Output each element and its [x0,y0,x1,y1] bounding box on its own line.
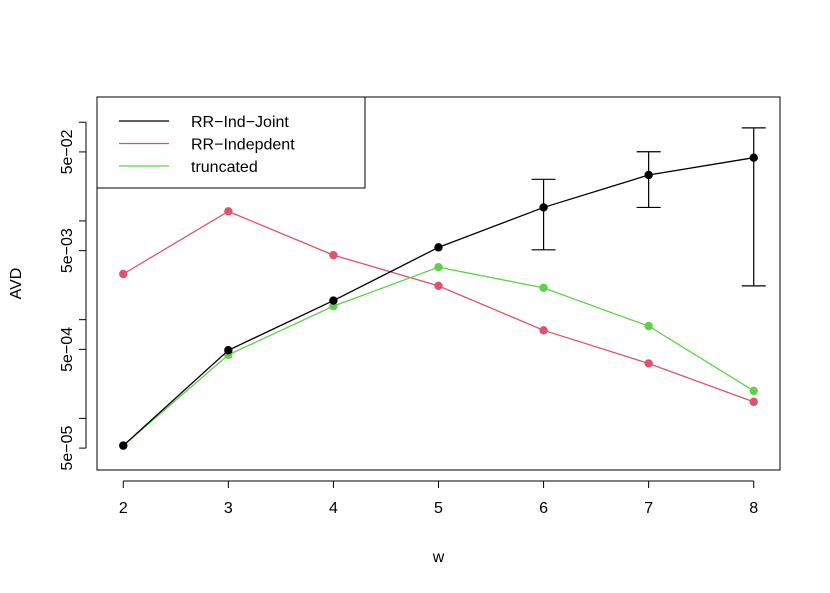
legend-label: RR−Indepdent [191,137,295,154]
y-tick-label: 5e−05 [59,426,76,471]
data-point [539,326,548,335]
data-point [434,281,443,291]
data-point [539,283,548,293]
data-point [224,346,233,355]
legend-label: RR−Ind−Joint [191,114,289,131]
data-point [224,207,233,216]
data-point [644,170,653,180]
data-point [749,397,758,407]
plot-frame [96,96,781,471]
x-axis: 2 3 4 5 6 7 8 [119,480,758,517]
data-point [644,321,653,331]
data-point [434,243,443,252]
data-point [434,262,443,272]
data-point [749,386,758,396]
data-point [119,269,128,279]
data-point [644,359,653,368]
legend-label: truncated [191,159,258,176]
x-tick-label: 4 [329,500,338,517]
series-0 [119,127,766,450]
x-axis-title: w [432,549,445,566]
legend: RR−Ind−Joint RR−Indepdent truncated [96,96,366,189]
x-tick-label: 2 [119,500,128,517]
y-axis: 5e−05 5e−04 5e−03 5e−02 [59,121,87,471]
data-point [119,441,128,450]
y-axis-title: AVD [8,268,25,300]
y-tick-label: 5e−03 [59,228,76,273]
series-1 [119,207,758,407]
data-point [329,296,338,305]
data-point [329,250,338,260]
x-tick-label: 8 [749,500,758,517]
y-tick-label: 5e−02 [59,129,76,174]
data-point [539,203,548,212]
y-tick-label: 5e−04 [59,327,76,372]
data-point [749,153,758,162]
series-layer [119,127,766,450]
x-tick-label: 6 [539,500,548,517]
x-tick-label: 5 [434,500,443,517]
x-tick-label: 7 [644,500,653,517]
legend-box [96,96,366,189]
x-tick-label: 3 [224,500,233,517]
